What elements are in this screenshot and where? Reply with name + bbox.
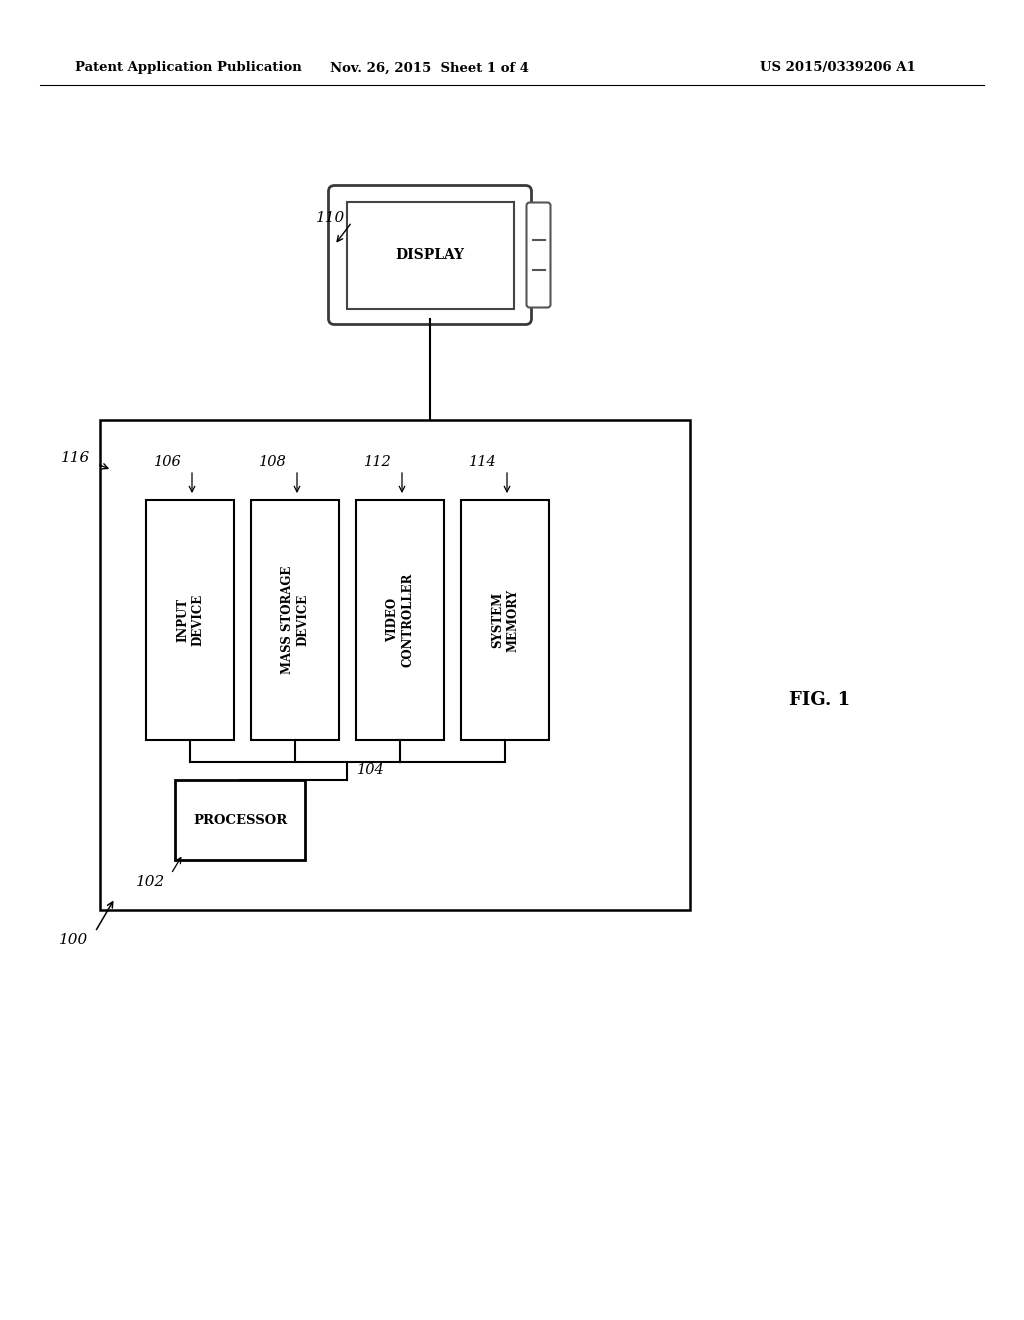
Text: Nov. 26, 2015  Sheet 1 of 4: Nov. 26, 2015 Sheet 1 of 4 — [331, 62, 529, 74]
Text: DISPLAY: DISPLAY — [395, 248, 465, 261]
Text: 102: 102 — [136, 875, 165, 888]
Text: US 2015/0339206 A1: US 2015/0339206 A1 — [760, 62, 915, 74]
Text: 112: 112 — [365, 455, 392, 469]
Text: 114: 114 — [469, 455, 497, 469]
Text: INPUT
DEVICE: INPUT DEVICE — [176, 594, 204, 645]
Text: 110: 110 — [315, 211, 345, 224]
Bar — [346, 202, 513, 309]
Text: 100: 100 — [58, 933, 88, 946]
Text: PROCESSOR: PROCESSOR — [193, 813, 287, 826]
Text: 106: 106 — [155, 455, 182, 469]
Text: Patent Application Publication: Patent Application Publication — [75, 62, 302, 74]
Bar — [146, 500, 234, 741]
Text: MASS STORAGE
DEVICE: MASS STORAGE DEVICE — [281, 566, 309, 675]
Text: VIDEO
CONTROLLER: VIDEO CONTROLLER — [386, 573, 414, 667]
FancyBboxPatch shape — [526, 202, 551, 308]
Text: 116: 116 — [60, 451, 90, 465]
Bar — [251, 500, 339, 741]
Bar — [175, 780, 305, 861]
Text: 104: 104 — [357, 763, 385, 777]
FancyBboxPatch shape — [329, 186, 531, 325]
Bar — [100, 420, 690, 909]
Bar — [461, 500, 549, 741]
Text: 108: 108 — [259, 455, 287, 469]
Text: SYSTEM
MEMORY: SYSTEM MEMORY — [490, 589, 519, 652]
Bar — [356, 500, 444, 741]
Text: FIG. 1: FIG. 1 — [790, 690, 851, 709]
